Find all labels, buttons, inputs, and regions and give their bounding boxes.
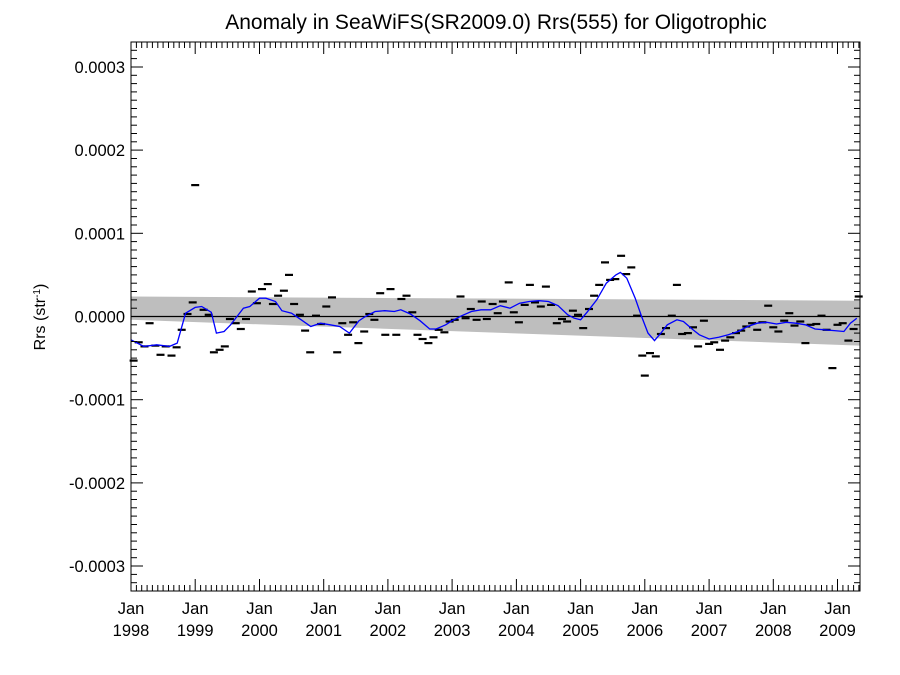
x-tick-label-month: Jan [824, 600, 851, 618]
x-tick-label-month: Jan [375, 600, 402, 618]
x-tick-label-month: Jan [567, 600, 594, 618]
x-tick-label-month: Jan [631, 600, 658, 618]
x-tick-label-month: Jan [696, 600, 723, 618]
smoothed-line-layer [130, 271, 858, 348]
uncertainty-band [131, 296, 860, 346]
x-tick-label-year: 2001 [305, 622, 342, 640]
x-tick-label-year: 2005 [562, 622, 599, 640]
x-tick-label-month: Jan [310, 600, 337, 618]
smoothed-series-line [130, 271, 858, 348]
x-tick-label-month: Jan [503, 600, 530, 618]
y-tick-label: 0.0000 [75, 309, 125, 327]
y-tick-label: -0.0002 [69, 475, 125, 493]
axes-layer: 0.0003 0.0002 0.0001 0.0000 -0.0001 -0.0002 -0… [69, 41, 861, 640]
y-tick-label: 0.0003 [75, 59, 125, 77]
x-tick-label-year: 2002 [370, 622, 407, 640]
data-points-layer [129, 184, 863, 377]
x-tick-label-month: Jan [246, 600, 273, 618]
y-tick-label: -0.0003 [69, 558, 125, 576]
y-axis-label: Rrs (str-1) [32, 284, 50, 351]
x-tick-label-month: Jan [439, 600, 466, 618]
y-tick-label: 0.0001 [75, 225, 125, 243]
y-axis-label-exponent: -1 [32, 289, 43, 298]
y-axis-label-text: Rrs (str [32, 297, 49, 350]
y-axis-label-close: ) [32, 284, 49, 289]
x-tick-label-month: Jan [118, 600, 145, 618]
y-tick-label: 0.0002 [75, 142, 125, 160]
x-tick-label-year: 1999 [177, 622, 214, 640]
x-tick-label-year: 2008 [755, 622, 792, 640]
x-tick-label-year: 2007 [691, 622, 728, 640]
x-tick-label-month: Jan [760, 600, 787, 618]
x-tick-label-year: 2004 [498, 622, 535, 640]
x-tick-label-year: 2009 [819, 622, 856, 640]
x-tick-label-month: Jan [182, 600, 209, 618]
x-tick-label-year: 2003 [434, 622, 471, 640]
x-tick-label-year: 2006 [626, 622, 663, 640]
x-tick-label-year: 1998 [113, 622, 150, 640]
x-tick-label-year: 2000 [241, 622, 278, 640]
y-tick-label: -0.0001 [69, 392, 125, 410]
uncertainty-band-layer [131, 296, 860, 346]
chart-title: Anomaly in SeaWiFS(SR2009.0) Rrs(555) fo… [225, 11, 767, 34]
